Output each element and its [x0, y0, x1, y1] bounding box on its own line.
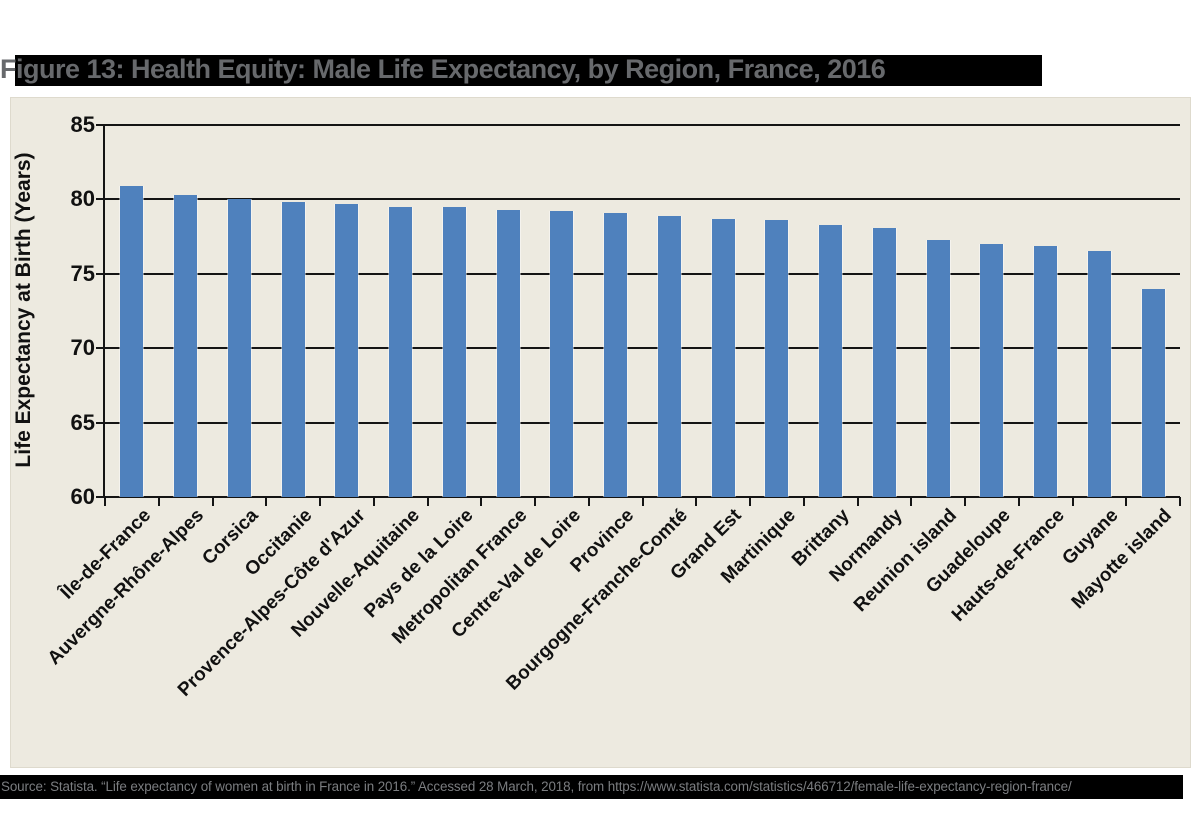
y-axis-title-text: Life Expectancy at Birth (Years) [12, 152, 35, 468]
chart-panel [10, 97, 1191, 768]
source-text: Source: Statista. “Life expectancy of wo… [1, 779, 1072, 794]
figure-title-bar [15, 55, 1042, 86]
figure-title: Figure 13: Health Equity: Male Life Expe… [0, 54, 886, 84]
source-bar: Source: Statista. “Life expectancy of wo… [0, 775, 1183, 799]
